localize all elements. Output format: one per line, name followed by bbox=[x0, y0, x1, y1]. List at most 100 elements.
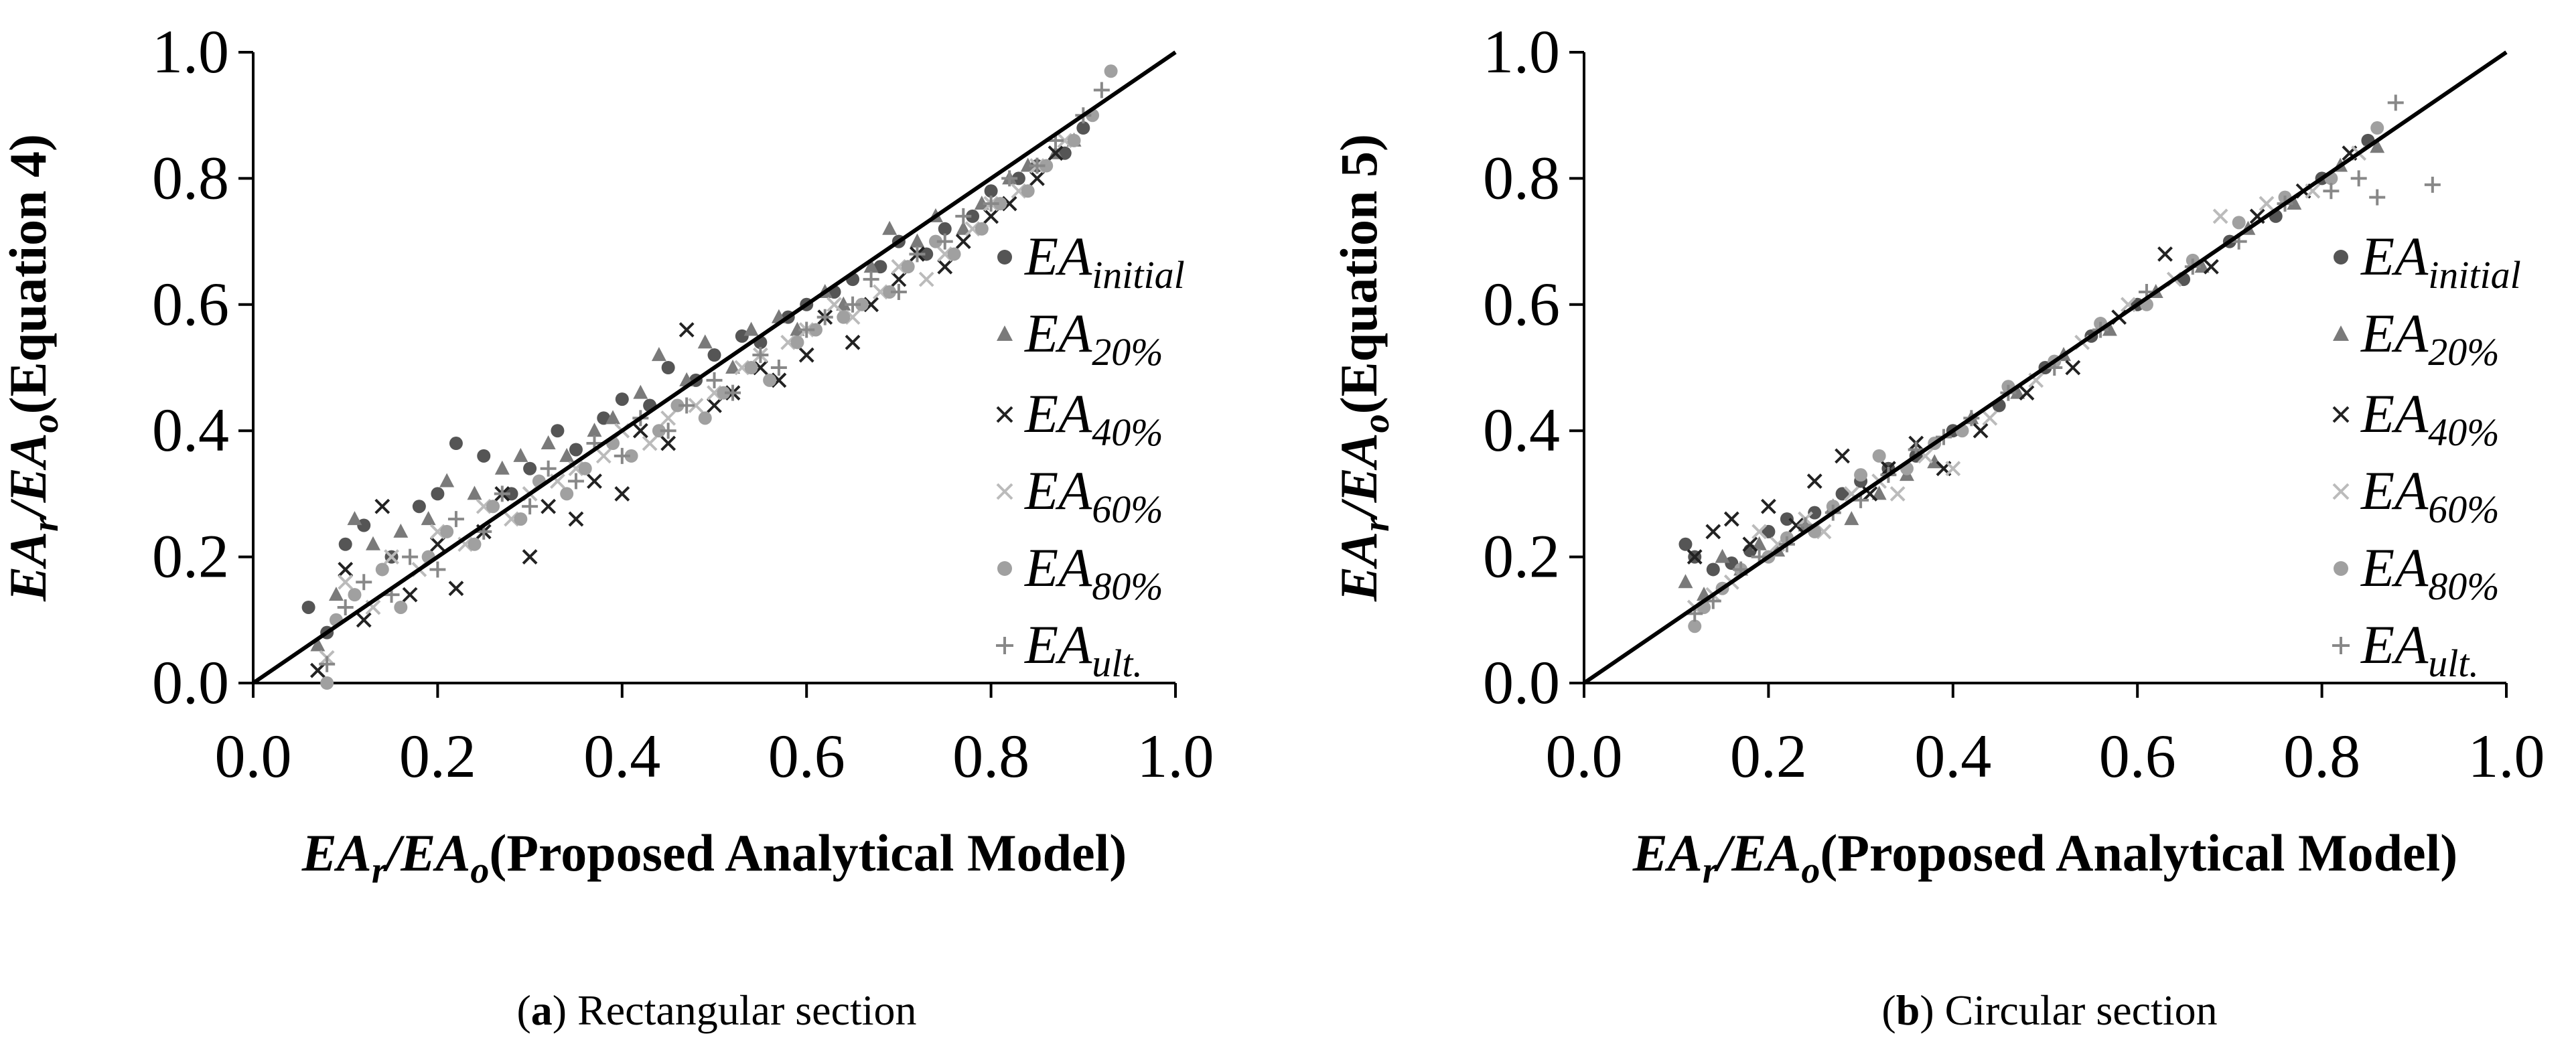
x-tick-label: 1.0 bbox=[1137, 722, 1214, 790]
series-ea-20- bbox=[310, 132, 1082, 652]
y-tick-label: 0.2 bbox=[1483, 522, 1560, 591]
data-point bbox=[798, 347, 814, 363]
legend-label-sub: 40% bbox=[2428, 410, 2499, 454]
series-ea-40- bbox=[309, 145, 1064, 678]
y-tick-label: 0.6 bbox=[152, 270, 229, 338]
data-point bbox=[845, 296, 861, 313]
data-point bbox=[984, 184, 998, 198]
legend-label-main: EA bbox=[1024, 537, 1092, 598]
data-point bbox=[2010, 384, 2025, 399]
caption-panel-letter: b bbox=[1896, 986, 1920, 1034]
data-point bbox=[1889, 485, 1906, 502]
data-point bbox=[375, 562, 389, 577]
data-point bbox=[551, 424, 565, 438]
legend-label-main: EA bbox=[2360, 460, 2429, 521]
legend-label: EA20% bbox=[2360, 303, 2500, 374]
data-point bbox=[338, 537, 352, 551]
legend-marker bbox=[2332, 483, 2350, 500]
y-axis-label-denominator: /EA bbox=[0, 433, 57, 520]
data-point bbox=[678, 322, 695, 338]
legend-label-sub: 60% bbox=[2428, 487, 2499, 531]
data-point bbox=[494, 460, 510, 475]
data-point bbox=[790, 321, 805, 336]
x-axis-label-sub: o bbox=[470, 850, 489, 891]
data-point bbox=[374, 498, 390, 514]
y-tick-label: 0.4 bbox=[1483, 396, 1560, 464]
data-point bbox=[983, 208, 999, 224]
x-axis-label-sub: r bbox=[372, 850, 387, 891]
data-point bbox=[827, 297, 842, 313]
data-point bbox=[1020, 157, 1035, 172]
data-point bbox=[883, 285, 897, 299]
legend-label-sub: 80% bbox=[2428, 565, 2499, 608]
data-point bbox=[1808, 506, 1822, 520]
legend-marker bbox=[2334, 250, 2348, 265]
data-point bbox=[448, 581, 464, 597]
data-point bbox=[477, 449, 491, 463]
series-ea-80- bbox=[1688, 121, 2384, 633]
data-point bbox=[808, 323, 822, 337]
data-point bbox=[486, 500, 500, 514]
data-point bbox=[468, 537, 482, 551]
legend-marker bbox=[2333, 325, 2349, 341]
legend-label: EA80% bbox=[1024, 537, 1163, 608]
legend-label: EAult. bbox=[2360, 614, 2479, 685]
data-point bbox=[890, 283, 907, 300]
data-point bbox=[1780, 512, 1794, 526]
data-point bbox=[1001, 170, 1018, 187]
data-point bbox=[431, 487, 445, 501]
y-tick-label: 0.2 bbox=[152, 522, 229, 591]
data-point bbox=[863, 258, 879, 273]
data-point bbox=[743, 321, 759, 336]
data-point bbox=[494, 485, 510, 502]
data-point bbox=[540, 460, 557, 477]
data-point bbox=[936, 233, 953, 250]
legend-label: EA40% bbox=[2360, 383, 2500, 454]
y-axis-label-suffix: (Equation 4) bbox=[0, 134, 57, 414]
x-tick-label: 0.0 bbox=[215, 722, 292, 790]
legend-label: EAinitial bbox=[1024, 226, 1185, 297]
data-point bbox=[1762, 524, 1776, 538]
data-point bbox=[310, 637, 326, 652]
chart-panel-b: 0.0 0.2 0.4 0.6 0.8 1.00.00.20.40.60.81.0EAin… bbox=[1330, 17, 2545, 1034]
legend-label: EA60% bbox=[2360, 460, 2500, 531]
data-point bbox=[2350, 170, 2367, 187]
data-point bbox=[338, 562, 354, 577]
data-point bbox=[569, 443, 583, 457]
data-point bbox=[707, 398, 722, 413]
data-point bbox=[1760, 498, 1776, 514]
data-point bbox=[440, 524, 454, 538]
data-point bbox=[955, 234, 971, 250]
data-point bbox=[891, 271, 907, 287]
data-point bbox=[421, 511, 436, 526]
data-point bbox=[1706, 562, 1720, 577]
data-point bbox=[2157, 246, 2173, 262]
data-point bbox=[752, 347, 769, 364]
data-point bbox=[587, 473, 602, 489]
x-axis-label-suffix: (Proposed Analytical Model) bbox=[489, 824, 1127, 882]
data-point bbox=[348, 588, 362, 602]
data-point bbox=[568, 511, 584, 527]
data-point bbox=[725, 384, 741, 401]
data-point bbox=[725, 360, 741, 374]
legend-label: EAinitial bbox=[2360, 226, 2521, 297]
data-point bbox=[1029, 157, 1046, 174]
data-point bbox=[2019, 385, 2035, 401]
data-point bbox=[301, 600, 315, 614]
data-point bbox=[707, 348, 721, 362]
x-tick-label: 0.6 bbox=[768, 722, 845, 790]
data-point bbox=[309, 662, 326, 678]
data-point bbox=[928, 234, 942, 248]
data-point bbox=[1973, 423, 1989, 439]
data-point bbox=[2323, 183, 2340, 200]
legend-marker bbox=[996, 483, 1013, 500]
data-point bbox=[918, 271, 934, 287]
data-point bbox=[1871, 485, 1887, 500]
y-tick-label: 1.0 bbox=[152, 17, 229, 86]
data-point bbox=[966, 209, 980, 223]
y-axis-label-sub: o bbox=[25, 414, 66, 433]
legend-label-main: EA bbox=[2360, 303, 2429, 364]
data-point bbox=[882, 220, 898, 235]
reference-line-1-to-1 bbox=[252, 50, 1177, 685]
